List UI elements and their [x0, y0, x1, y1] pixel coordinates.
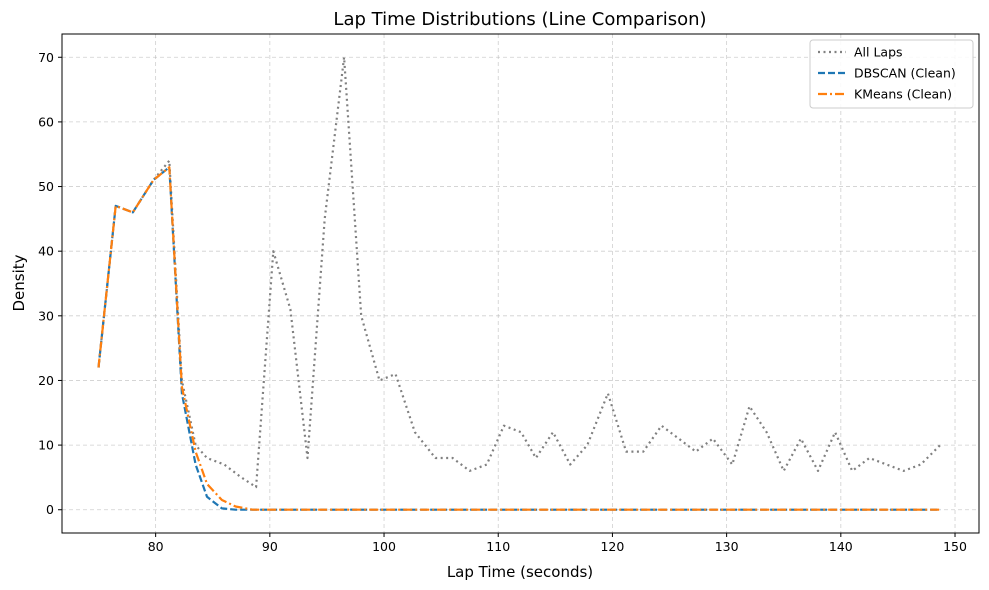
x-tick-label: 80 — [148, 539, 164, 554]
x-tick-label: 130 — [715, 539, 739, 554]
x-tick-label: 150 — [943, 539, 967, 554]
x-tick-label: 120 — [600, 539, 624, 554]
y-axis-label: Density — [10, 254, 28, 311]
y-tick-label: 30 — [38, 308, 54, 323]
legend-label-2: KMeans (Clean) — [854, 87, 952, 102]
y-tick-label: 10 — [38, 438, 54, 453]
y-axis-ticks: 0 10 20 30 40 50 60 70 — [38, 50, 62, 517]
y-tick-label: 40 — [38, 244, 54, 259]
y-tick-label: 20 — [38, 373, 54, 388]
x-tick-label: 110 — [486, 539, 510, 554]
x-axis-label: Lap Time (seconds) — [447, 563, 593, 581]
chart-title: Lap Time Distributions (Line Comparison) — [333, 9, 706, 30]
series-lines — [97, 56, 941, 511]
legend: All Laps DBSCAN (Clean) KMeans (Clean) — [809, 39, 974, 109]
legend-label-0: All Laps — [854, 45, 903, 60]
x-tick-label: 90 — [262, 539, 278, 554]
y-tick-label: 60 — [38, 114, 54, 129]
plot-frame — [61, 33, 980, 534]
x-axis-ticks: 80 90 100 110 120 130 140 150 — [148, 533, 967, 554]
legend-label-1: DBSCAN (Clean) — [854, 66, 956, 81]
x-tick-label: 100 — [372, 539, 396, 554]
series-line-2 — [97, 166, 941, 511]
legend-box — [809, 39, 974, 109]
y-tick-label: 50 — [38, 179, 54, 194]
y-tick-label: 70 — [38, 50, 54, 65]
x-tick-label: 140 — [829, 539, 853, 554]
y-tick-label: 0 — [46, 502, 54, 517]
